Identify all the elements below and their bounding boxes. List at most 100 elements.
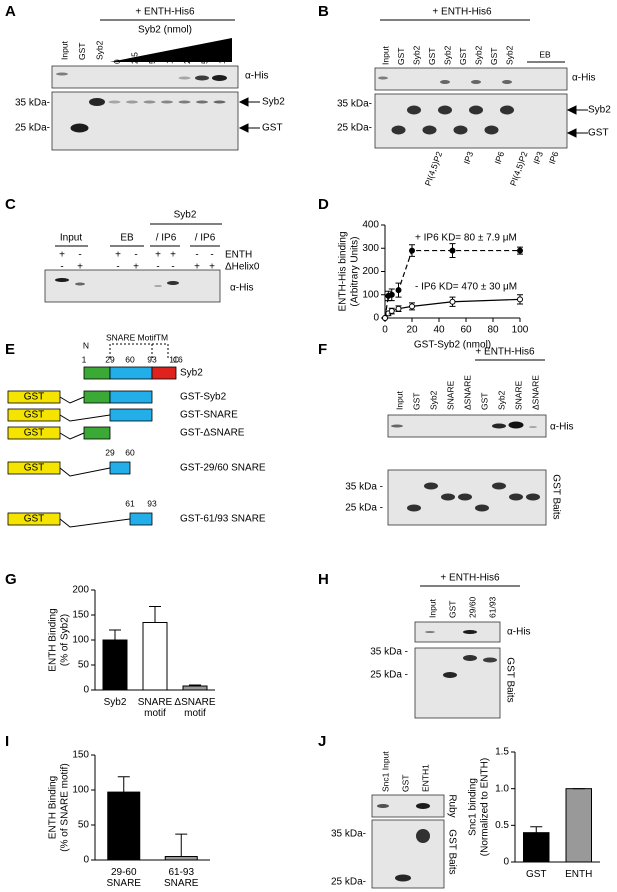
lane-label: GST [427, 48, 437, 65]
lane-label: ΔSNARE [462, 375, 472, 410]
band [212, 75, 227, 81]
marker-label: 25 kDa- [331, 877, 366, 888]
panel-label: E [5, 341, 15, 358]
x-tick-label: ENTH [565, 869, 592, 880]
lane-label: Input [59, 40, 69, 60]
band [453, 125, 468, 135]
gst-text: GST [24, 410, 45, 421]
lane-label: 5 [147, 59, 157, 64]
band [463, 630, 477, 634]
gst-text: GST [24, 514, 45, 525]
band [108, 100, 121, 104]
arrow [238, 123, 260, 133]
x-tick-label: 20 [406, 325, 418, 336]
linker [59, 467, 111, 477]
sign: - [134, 250, 137, 261]
blot [371, 794, 445, 818]
y-tick-label: 100 [72, 635, 89, 646]
marker-label: 25 kDa- [15, 123, 50, 134]
sign: - [210, 250, 213, 261]
terminus: N [83, 340, 89, 350]
y-axis-label: (% of Syb2) [60, 614, 71, 666]
blot [387, 414, 547, 438]
sign: + [155, 250, 161, 261]
y-tick-label: 400 [362, 220, 379, 231]
x-axis-label: GST-Syb2 (nmol) [414, 340, 491, 351]
lane-label: GST [447, 601, 457, 618]
error-bar [117, 776, 130, 793]
bar [565, 788, 592, 863]
sign: + [194, 262, 200, 273]
data-point [409, 247, 415, 254]
band [502, 80, 512, 84]
arrow [238, 97, 260, 107]
band [422, 125, 437, 135]
bar [142, 622, 168, 691]
blot-label: α-His [245, 71, 269, 82]
band [526, 493, 540, 501]
sign: - [78, 250, 81, 261]
band [395, 874, 411, 882]
lane-label: Syb2 [473, 45, 483, 65]
data-point [449, 298, 456, 305]
y-axis-label: Snc1 binding [468, 778, 479, 836]
band [484, 125, 499, 135]
blot-label: GST [588, 128, 609, 139]
data-point [382, 315, 388, 321]
lane-label: 10 [164, 54, 174, 64]
residue: 1 [82, 354, 87, 364]
gst-text: GST [24, 428, 45, 439]
y-tick-label: 200 [362, 266, 379, 277]
lane-label: GST [400, 775, 410, 792]
bar [107, 791, 141, 861]
lane-label: Syb2 [411, 45, 421, 65]
panel-label: G [5, 571, 17, 588]
lane-label: 61/93 [487, 596, 497, 618]
domain [109, 366, 153, 380]
blot [374, 67, 568, 91]
bar [182, 685, 208, 691]
panel-label: B [318, 3, 329, 20]
band [425, 631, 435, 633]
blot-label: α-His [230, 283, 254, 294]
band [440, 80, 450, 84]
group-label: EB [120, 233, 134, 244]
blot [44, 269, 221, 303]
y-tick-label: 0.5 [495, 820, 509, 831]
bar [164, 856, 198, 861]
gst-text: GST [24, 392, 45, 403]
domain [83, 426, 111, 440]
treatment: + ENTH-His6 [440, 573, 500, 584]
marker-label: 25 kDa - [345, 503, 383, 514]
residue: 60 [125, 447, 135, 457]
x-tick-label: 40 [433, 325, 445, 336]
y-tick-label: 1.5 [495, 747, 509, 758]
y-axis-label: (Arbitrary Units) [350, 236, 361, 306]
arrow [566, 128, 588, 138]
annotation: + IP6 KD= 80 ± 7.9 μM [415, 233, 517, 244]
row-label: ΔHelix0 [225, 262, 260, 273]
blot-label: α-His [572, 73, 596, 84]
panel-label: F [318, 341, 327, 358]
lane-label: ΔSNARE [530, 375, 540, 410]
error-bar [149, 606, 161, 623]
sign: - [156, 262, 159, 273]
sign: + [170, 250, 176, 261]
band [195, 75, 209, 81]
data-point [395, 305, 402, 312]
y-axis-label: (% of SNARE motif) [60, 763, 71, 851]
linker [59, 518, 131, 528]
domain [83, 390, 111, 404]
sign: + [209, 262, 215, 273]
terminus: C [173, 354, 179, 364]
band [378, 76, 388, 80]
marker-label: 35 kDa - [345, 482, 383, 493]
blot-label: GST Baits [446, 829, 457, 874]
band [509, 493, 523, 501]
bait-label: Syb2 [174, 210, 197, 221]
band [471, 80, 481, 84]
band [407, 105, 421, 115]
ligand-label: IP3 [531, 150, 545, 166]
linker [59, 414, 111, 422]
gst-text: GST [24, 463, 45, 474]
